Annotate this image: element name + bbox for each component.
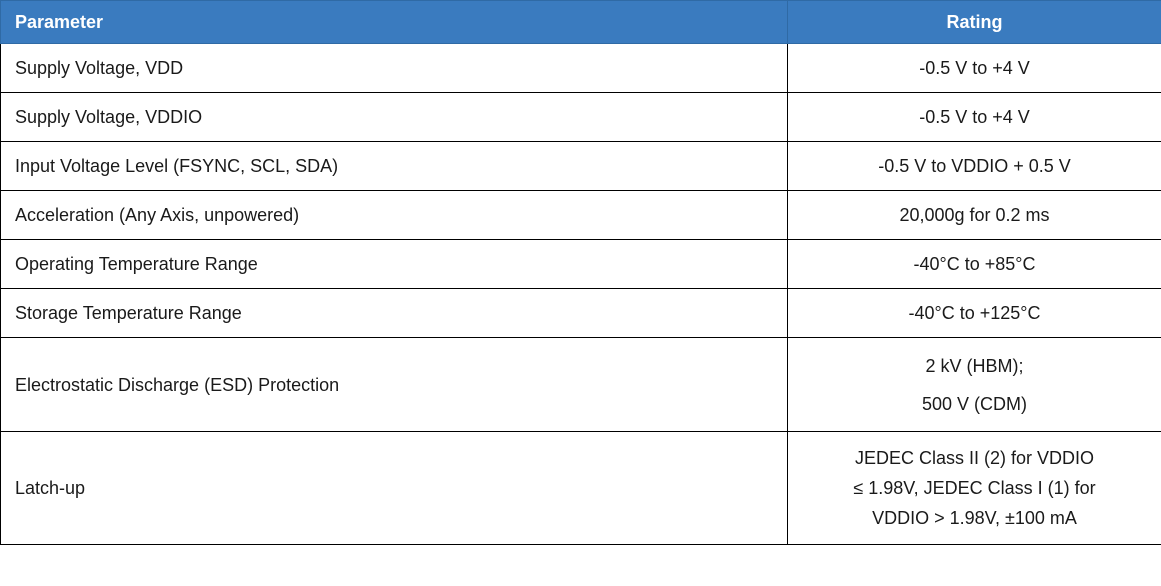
rating-cell: 20,000g for 0.2 ms: [787, 190, 1161, 240]
parameter-cell: Operating Temperature Range: [0, 239, 788, 289]
rating-value: ≤ 1.98V, JEDEC Class I (1) for: [853, 478, 1096, 498]
table-row: Supply Voltage, VDDIO -0.5 V to +4 V: [0, 92, 1161, 142]
table-row: Acceleration (Any Axis, unpowered) 20,00…: [0, 190, 1161, 240]
rating-cell: -40°C to +85°C: [787, 239, 1161, 289]
rating-value: -40°C to +125°C: [908, 303, 1041, 323]
parameter-cell: Input Voltage Level (FSYNC, SCL, SDA): [0, 141, 788, 191]
rating-value: -0.5 V to +4 V: [919, 107, 1030, 127]
rating-value: -40°C to +85°C: [913, 254, 1036, 274]
table-row: Latch-up JEDEC Class II (2) for VDDIO ≤ …: [0, 431, 1161, 545]
ratings-table-container: Parameter Rating Supply Voltage, VDD -0.…: [0, 0, 1161, 545]
parameter-cell: Acceleration (Any Axis, unpowered): [0, 190, 788, 240]
rating-value: 500 V (CDM): [921, 393, 1028, 414]
rating-value: 2 kV (HBM);: [925, 355, 1024, 376]
table-row: Electrostatic Discharge (ESD) Protection…: [0, 337, 1161, 432]
rating-value: -0.5 V to VDDIO + 0.5 V: [878, 156, 1071, 176]
table-header-row: Parameter Rating: [0, 0, 1161, 44]
table-row: Input Voltage Level (FSYNC, SCL, SDA) -0…: [0, 141, 1161, 191]
rating-cell: -0.5 V to +4 V: [787, 43, 1161, 93]
rating-cell: -0.5 V to +4 V: [787, 92, 1161, 142]
table-row: Supply Voltage, VDD -0.5 V to +4 V: [0, 43, 1161, 93]
parameter-column-header: Parameter: [0, 0, 788, 44]
rating-cell: -40°C to +125°C: [787, 288, 1161, 338]
rating-cell: 2 kV (HBM); 500 V (CDM): [787, 337, 1161, 432]
parameter-cell: Storage Temperature Range: [0, 288, 788, 338]
rating-value: JEDEC Class II (2) for VDDIO: [854, 448, 1095, 468]
table-row: Storage Temperature Range -40°C to +125°…: [0, 288, 1161, 338]
rating-cell: JEDEC Class II (2) for VDDIO ≤ 1.98V, JE…: [787, 431, 1161, 545]
rating-cell: -0.5 V to VDDIO + 0.5 V: [787, 141, 1161, 191]
absolute-maximum-ratings-table: Parameter Rating Supply Voltage, VDD -0.…: [0, 0, 1161, 545]
rating-value: VDDIO > 1.98V, ±100 mA: [872, 508, 1077, 528]
parameter-cell: Supply Voltage, VDD: [0, 43, 788, 93]
parameter-cell: Supply Voltage, VDDIO: [0, 92, 788, 142]
rating-value: 20,000g for 0.2 ms: [899, 205, 1050, 225]
table-row: Operating Temperature Range -40°C to +85…: [0, 239, 1161, 289]
parameter-cell: Latch-up: [0, 431, 788, 545]
rating-column-header: Rating: [787, 0, 1161, 44]
parameter-cell: Electrostatic Discharge (ESD) Protection: [0, 337, 788, 432]
rating-value: -0.5 V to +4 V: [919, 58, 1030, 78]
